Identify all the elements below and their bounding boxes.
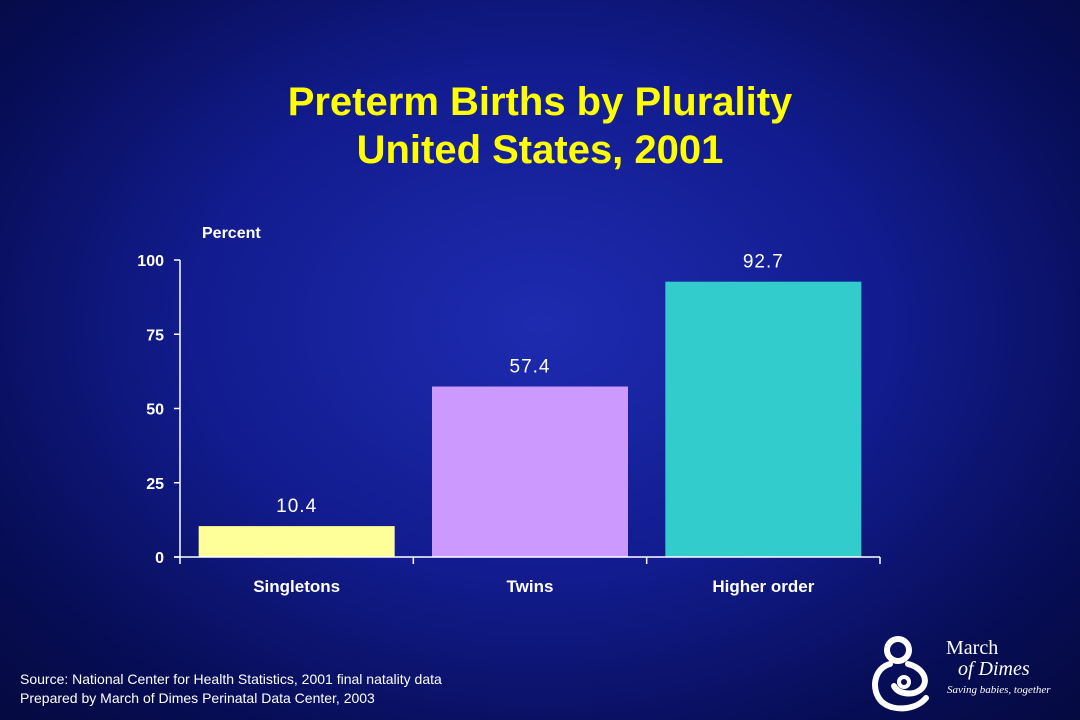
y-axis-label: Percent <box>202 225 261 242</box>
slide-title: Preterm Births by Plurality United State… <box>0 78 1080 174</box>
title-line-1: Preterm Births by Plurality <box>287 80 793 124</box>
y-tick-label: 75 <box>146 327 164 344</box>
source-note: Source: National Center for Health Stati… <box>20 670 442 708</box>
logo-name-line-1: March <box>946 637 999 659</box>
march-of-dimes-logo: March of Dimes Saving babies, together <box>868 628 1068 714</box>
bar-value-label: 92.7 <box>743 252 784 273</box>
y-axis-ticks: 0 25 50 75 100 <box>137 253 180 567</box>
bar-value-label: 10.4 <box>276 496 317 517</box>
bar-higher-order <box>665 281 862 557</box>
bar-twins <box>432 386 628 557</box>
x-category-label: Twins <box>507 577 554 596</box>
logo-tagline: Saving babies, together <box>947 684 1051 696</box>
title-line-2: United States, 2001 <box>356 128 724 172</box>
y-tick-label: 50 <box>146 402 164 419</box>
mother-baby-icon <box>872 636 929 712</box>
y-tick-label: 0 <box>155 550 164 567</box>
x-category-label: Higher order <box>712 577 814 596</box>
y-tick-label: 25 <box>146 476 164 493</box>
logo-name-line-2: of Dimes <box>958 658 1030 680</box>
bar-value-label: 57.4 <box>510 357 551 378</box>
source-line-2: Prepared by March of Dimes Perinatal Dat… <box>20 690 375 706</box>
logo-name: March of Dimes <box>946 638 1030 680</box>
x-category-label: Singletons <box>253 577 340 596</box>
axes <box>174 260 881 564</box>
bar-singletons <box>198 526 395 557</box>
source-line-1: Source: National Center for Health Stati… <box>20 671 442 687</box>
y-tick-label: 100 <box>137 253 164 270</box>
bars: 10.4 Singletons 57.4 Twins 92.7 Higher order <box>198 252 862 596</box>
